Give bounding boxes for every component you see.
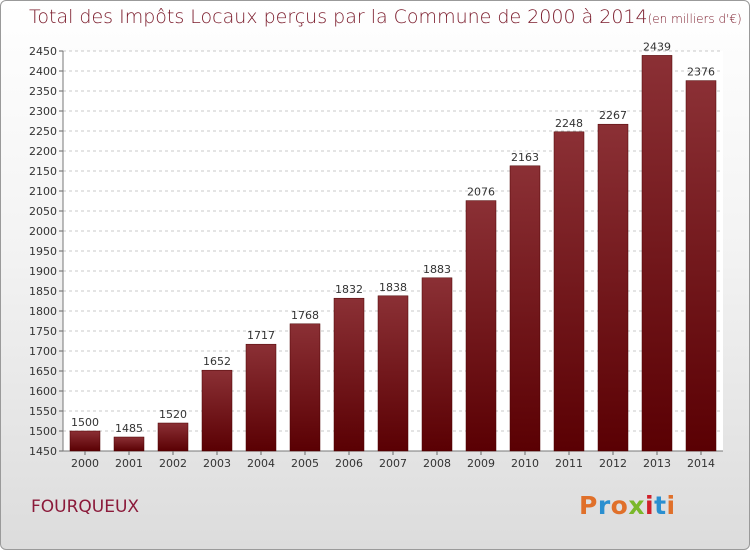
x-tick-label: 2013 [643,457,671,470]
bar-value-label: 1832 [335,283,363,296]
y-tick-label: 2200 [29,145,57,158]
y-tick-label: 1650 [29,365,57,378]
bar [685,80,717,452]
bar [113,436,145,452]
bar-value-label: 2248 [555,117,583,130]
y-tick-label: 2350 [29,85,57,98]
chart-title-text: Total des Impôts Locaux perçus par la Co… [29,6,648,28]
bar-value-label: 2163 [511,151,539,164]
x-tick-label: 2002 [159,457,187,470]
logo-letter: i [666,491,676,520]
logo-letter: o [610,491,629,520]
y-tick-label: 2000 [29,225,57,238]
bar [289,323,321,452]
y-tick-label: 1500 [29,425,57,438]
logo-letter: x [628,491,645,520]
x-tick-label: 2010 [511,457,539,470]
x-tick-label: 2014 [687,457,715,470]
x-tick-label: 2004 [247,457,275,470]
y-tick-label: 2250 [29,125,57,138]
logo-letter: t [654,491,667,520]
bar [69,430,101,452]
bar [553,131,585,452]
commune-name: FOURQUEUX [31,497,140,517]
x-tick-label: 2001 [115,457,143,470]
y-tick-label: 2300 [29,105,57,118]
y-tick-label: 2150 [29,165,57,178]
bar [509,165,541,452]
y-tick-label: 1700 [29,345,57,358]
y-tick-label: 1800 [29,305,57,318]
chart-title: Total des Impôts Locaux perçus par la Co… [29,6,742,28]
x-tick-label: 2011 [555,457,583,470]
bar-value-label: 1883 [423,263,451,276]
y-tick-label: 2050 [29,205,57,218]
bar-value-label: 1652 [203,355,231,368]
bar [597,123,629,452]
chart-unit: (en milliers d'€) [647,12,742,26]
x-tick-label: 2006 [335,457,363,470]
bar-value-label: 1838 [379,281,407,294]
bar-value-label: 1768 [291,309,319,322]
bar [245,343,277,452]
proxiti-logo: Proxiti [579,491,676,520]
bar-value-label: 2376 [687,66,715,79]
bar-value-label: 1520 [159,408,187,421]
y-tick-label: 1450 [29,445,57,458]
bar [157,422,189,452]
x-tick-label: 2003 [203,457,231,470]
bar [201,369,233,452]
x-tick-label: 2009 [467,457,495,470]
bar [421,277,453,452]
bar-value-label: 2267 [599,109,627,122]
y-tick-label: 1750 [29,325,57,338]
bar [465,200,497,452]
y-tick-label: 2450 [29,45,57,58]
y-tick-label: 2100 [29,185,57,198]
bar [641,55,673,452]
bar-value-label: 1485 [115,422,143,435]
y-tick-label: 1850 [29,285,57,298]
bar-value-label: 2076 [467,186,495,199]
logo-letter: i [645,491,655,520]
x-tick-label: 2007 [379,457,407,470]
x-tick-label: 2000 [71,457,99,470]
bar [333,297,365,452]
y-tick-label: 2400 [29,65,57,78]
x-tick-label: 2005 [291,457,319,470]
y-tick-label: 1950 [29,245,57,258]
logo-letter: r [597,491,611,520]
y-tick-label: 1900 [29,265,57,278]
bar-value-label: 1717 [247,329,275,342]
bar [377,295,409,452]
x-tick-label: 2012 [599,457,627,470]
bar-value-label: 2439 [643,40,671,53]
y-tick-label: 1550 [29,405,57,418]
bar-value-label: 1500 [71,416,99,429]
logo-letter: P [579,491,598,520]
y-tick-label: 1600 [29,385,57,398]
x-tick-label: 2008 [423,457,451,470]
